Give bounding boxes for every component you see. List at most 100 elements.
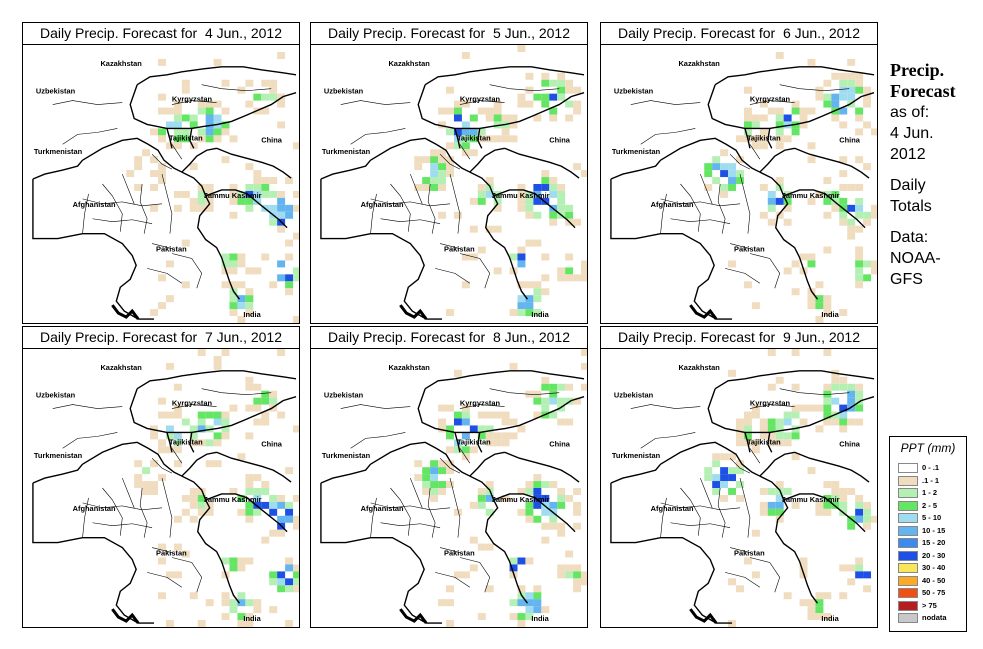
precip-cell — [461, 135, 470, 143]
precip-cell — [285, 564, 294, 572]
precip-cell — [775, 197, 784, 205]
province-boundaries — [340, 388, 560, 593]
precip-cell — [517, 281, 526, 289]
forecast-panel: Daily Precip. Forecast for 6 Jun., 2012 K… — [600, 22, 878, 324]
precip-cell — [759, 114, 768, 122]
precip-cell — [823, 197, 832, 205]
precip-cell — [293, 190, 299, 198]
precip-cell — [237, 592, 246, 600]
precip-cell — [205, 128, 214, 136]
precip-cell — [485, 225, 494, 233]
precip-cell — [245, 599, 254, 607]
precip-cell — [767, 190, 776, 198]
precip-cell — [414, 163, 423, 171]
map-label: India — [243, 614, 261, 623]
map-label: Kazakhstan — [100, 59, 142, 68]
precip-cell — [158, 397, 166, 405]
precip-cell — [446, 585, 454, 593]
precip-cell — [477, 135, 486, 143]
precip-cell — [799, 121, 808, 129]
precip-cell — [229, 488, 238, 495]
precip-cell — [533, 190, 542, 198]
precip-cell — [799, 564, 808, 572]
precip-cell — [229, 197, 238, 205]
precip-cell — [823, 309, 832, 317]
precip-cell — [189, 197, 198, 205]
precip-cell — [477, 128, 486, 136]
precip-cell — [541, 404, 550, 412]
precip-cell — [221, 128, 230, 136]
precip-cell — [759, 501, 768, 509]
precip-cell — [189, 163, 198, 171]
precip-cell — [165, 571, 174, 579]
precip-cell — [736, 425, 744, 433]
precip-cell — [477, 613, 486, 621]
precip-cell — [438, 184, 447, 191]
precip-cell — [469, 225, 478, 233]
precip-cell — [759, 211, 768, 219]
precip-cell — [847, 418, 856, 426]
precip-cell — [150, 425, 159, 433]
precip-cell — [438, 177, 447, 184]
precip-cell — [197, 107, 206, 115]
precip-cell — [213, 418, 222, 426]
map-label: Kyrgyzstan — [750, 399, 791, 408]
precip-cell — [863, 93, 872, 101]
precip-cell — [277, 349, 286, 356]
precip-cell — [205, 184, 214, 191]
forecast-panel: Daily Precip. Forecast for 9 Jun., 2012 K… — [600, 326, 878, 628]
precip-cell — [213, 439, 222, 447]
precip-cell — [565, 494, 574, 502]
precip-cell — [229, 260, 238, 268]
precip-cell — [791, 383, 800, 391]
precip-cell — [720, 184, 729, 191]
precip-cell — [158, 93, 166, 101]
legend-swatch — [898, 488, 918, 498]
precip-cell — [823, 501, 832, 509]
precip-cell — [414, 460, 423, 468]
precip-cell — [831, 383, 840, 391]
precip-cell — [173, 135, 182, 143]
map-label: India — [821, 614, 839, 623]
precip-cell — [775, 128, 784, 136]
precip-cell — [269, 190, 278, 198]
precip-cell — [229, 184, 238, 191]
precip-cell — [134, 474, 143, 482]
precip-cell — [533, 309, 542, 317]
precip-cell — [173, 204, 182, 212]
precip-cell — [158, 411, 166, 419]
precip-cell — [533, 184, 542, 191]
precip-cell — [509, 418, 518, 426]
legend-item: 40 - 50 — [898, 575, 964, 587]
precip-cell — [549, 190, 558, 198]
precip-cell — [461, 121, 470, 129]
precip-cell — [477, 411, 486, 419]
precip-cell — [541, 522, 550, 530]
precip-cell — [269, 93, 278, 101]
map-label: Uzbekistan — [36, 87, 76, 96]
precip-cell — [446, 460, 454, 468]
precip-cell — [485, 107, 494, 115]
precip-cell — [501, 114, 510, 122]
precip-cell — [261, 93, 270, 101]
precip-cell — [831, 114, 840, 122]
precip-cell — [422, 467, 431, 475]
map-label: China — [261, 439, 283, 448]
legend-swatch — [898, 463, 918, 473]
precip-cell — [839, 501, 848, 509]
precip-cell — [438, 170, 447, 178]
precip-cell — [565, 418, 574, 426]
country-borders — [610, 370, 875, 624]
precip-cell — [549, 107, 558, 115]
precip-cell — [751, 571, 760, 579]
map-label: Kazakhstan — [388, 59, 430, 68]
precip-cell — [799, 404, 808, 412]
precip-cell — [581, 274, 587, 282]
precip-cell — [581, 170, 587, 178]
precip-cell — [253, 599, 262, 607]
precip-cell — [229, 267, 238, 275]
map-label: Afghanistan — [361, 504, 404, 513]
precip-cell — [728, 163, 737, 171]
precip-cell — [720, 453, 729, 461]
precip-cell — [485, 190, 494, 198]
